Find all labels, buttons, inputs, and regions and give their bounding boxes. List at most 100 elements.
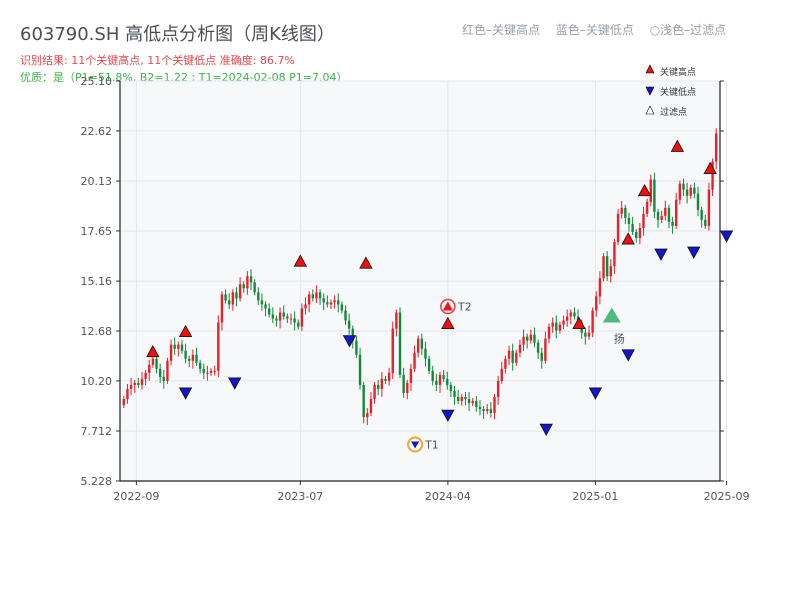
candle-body	[500, 368, 503, 381]
candle-body	[605, 256, 609, 277]
candle-body	[431, 370, 434, 381]
t1-triangle	[411, 441, 420, 449]
candle-body	[693, 187, 696, 194]
header-legend-blue: 蓝色–关键低点	[555, 23, 634, 37]
candle-body	[540, 352, 543, 361]
candle-body	[391, 328, 394, 373]
candle-body	[311, 294, 314, 299]
candle-body	[449, 384, 453, 391]
candle-body	[380, 378, 384, 389]
candle-body	[148, 364, 151, 373]
candle-body	[238, 284, 242, 299]
candle-body	[373, 384, 376, 400]
key-high-marker	[441, 316, 455, 329]
candle-body	[188, 358, 191, 361]
y-tick-label: 10.20	[81, 375, 113, 388]
t2-circle	[440, 298, 456, 315]
candle-body	[260, 300, 264, 305]
candle-body	[253, 282, 256, 293]
candle-body	[438, 374, 442, 385]
candle-body	[416, 338, 420, 353]
key-low-marker	[178, 387, 193, 400]
key-low-marker	[687, 246, 701, 259]
candle-body	[209, 370, 213, 373]
candle-body	[326, 302, 329, 305]
candle-body	[275, 318, 278, 321]
candle-body	[206, 372, 209, 374]
candle-body	[333, 300, 336, 303]
candle-body	[522, 336, 525, 345]
candle-body	[591, 310, 594, 333]
candle-body	[446, 378, 449, 385]
candle-body	[184, 350, 187, 359]
candle-body	[355, 340, 358, 355]
candle-body	[151, 358, 155, 365]
candle-body	[177, 344, 180, 349]
candle-body	[424, 348, 427, 359]
candle-body	[271, 314, 275, 319]
x-tick-label: 2023-07	[277, 490, 323, 503]
candle-body	[387, 372, 391, 381]
x-tick-label: 2024-04	[425, 490, 471, 503]
candle-body	[217, 322, 220, 371]
key-high-marker	[359, 256, 373, 269]
candle-body	[489, 409, 493, 414]
candle-body	[137, 382, 140, 385]
candle-body	[202, 368, 205, 373]
filtered-point-label: 扬	[614, 332, 625, 346]
candle-body	[173, 344, 176, 349]
candle-body	[293, 318, 296, 323]
candle-body	[573, 312, 576, 317]
y-tick-label: 22.62	[81, 125, 113, 138]
key-low-marker	[654, 248, 668, 261]
candle-body	[482, 409, 485, 412]
candle-body	[464, 397, 467, 400]
candle-body	[289, 318, 293, 320]
key-low-marker	[228, 377, 242, 390]
candle-body	[158, 368, 162, 377]
candle-body	[267, 308, 271, 315]
key-low-marker	[342, 335, 357, 348]
chart-title: 603790.SH 高低点分析图（周K线图）	[20, 24, 335, 45]
x-tick-label: 2025-01	[572, 490, 618, 503]
candle-body	[366, 413, 369, 418]
key-high-marker	[293, 254, 308, 267]
candle-body	[427, 358, 431, 371]
candle-body	[191, 354, 195, 361]
candle-body	[122, 399, 126, 406]
candle-body	[595, 296, 598, 311]
header-legend-light: ○浅色–过滤点	[649, 23, 727, 37]
candle-body	[304, 304, 307, 309]
candle-body	[213, 370, 216, 372]
y-tick-label: 20.13	[81, 175, 113, 188]
candle-body	[297, 322, 300, 327]
candle-body	[660, 215, 663, 220]
candle-body	[518, 344, 522, 353]
candle-body	[689, 187, 692, 196]
candle-body	[602, 256, 605, 279]
candle-body	[533, 334, 536, 343]
candle-body	[627, 217, 631, 224]
legend-low-icon	[645, 86, 655, 96]
candle-body	[544, 338, 547, 361]
candle-body	[420, 338, 424, 349]
candle-body	[409, 368, 413, 383]
candle-body	[642, 213, 645, 228]
candle-body	[144, 372, 147, 379]
candle-body	[180, 344, 184, 351]
candle-body	[562, 320, 565, 325]
y-tick-label: 5.228	[81, 475, 113, 488]
candle-body	[515, 352, 518, 363]
candle-body	[322, 298, 325, 303]
y-tick-label: 25.10	[81, 75, 113, 88]
key-low-marker	[621, 349, 635, 362]
candle-body	[667, 207, 671, 222]
candle-body	[653, 179, 656, 212]
candle-body	[278, 312, 282, 321]
candle-body	[195, 354, 198, 363]
t1-circle	[407, 436, 424, 453]
legend-high-icon	[645, 64, 655, 74]
candle-body	[398, 312, 402, 375]
candle-body	[224, 294, 227, 301]
